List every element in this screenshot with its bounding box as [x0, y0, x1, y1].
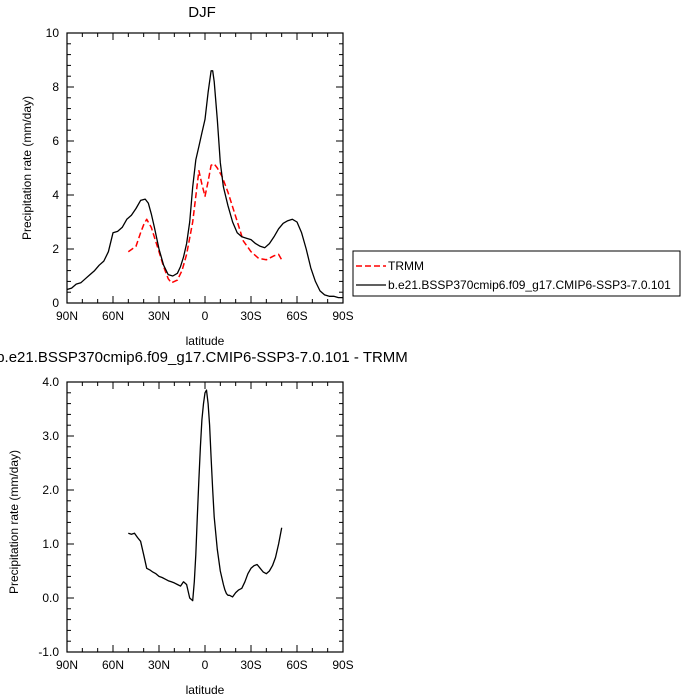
x-tick-label: 0 — [202, 658, 209, 672]
x-tick-label: 30S — [240, 658, 261, 672]
y-tick-label: 10 — [46, 26, 60, 40]
x-tick-label: 90S — [332, 309, 353, 323]
chart-panel-difference: b.e21.BSSP370cmip6.f09_g17.CMIP6-SSP3-7.… — [0, 349, 408, 697]
y-tick-label: 2 — [52, 242, 59, 256]
x-tick-label: 30S — [240, 309, 261, 323]
x-tick-label: 90N — [56, 658, 78, 672]
x-axis-label: latitude — [186, 683, 225, 697]
y-tick-label: 4 — [52, 188, 59, 202]
chart-title: b.e21.BSSP370cmip6.f09_g17.CMIP6-SSP3-7.… — [0, 349, 408, 366]
x-tick-label: 60S — [286, 309, 307, 323]
x-tick-label: 90S — [332, 658, 353, 672]
x-tick-label: 60N — [102, 658, 124, 672]
series-lines — [128, 389, 283, 602]
legend: TRMM b.e21.BSSP370cmip6.f09_g17.CMIP6-SS… — [352, 250, 681, 297]
axis-ticks: 90N 60N 30N 0 30S 60S 90S 0 2 4 6 8 10 — [46, 26, 354, 323]
x-tick-label: 0 — [202, 309, 209, 323]
plot-frame — [66, 32, 344, 304]
y-tick-label: 8 — [52, 80, 59, 94]
chart-title: DJF — [188, 4, 216, 21]
y-tick-label: 2.0 — [42, 483, 59, 497]
series-lines — [66, 70, 343, 299]
y-axis-label: Precipitation rate (mm/day) — [7, 450, 21, 594]
x-axis-label: latitude — [186, 334, 225, 348]
x-tick-label: 30N — [148, 309, 170, 323]
axis-ticks: 90N 60N 30N 0 30S 60S 90S -1.0 0.0 1.0 2.0 3.0 4.0 — [38, 375, 353, 672]
y-tick-label: 3.0 — [42, 429, 59, 443]
legend-label-model: b.e21.BSSP370cmip6.f09_g17.CMIP6-SSP3-7.… — [388, 278, 671, 292]
legend-label-trmm: TRMM — [388, 259, 424, 273]
plot-frame — [66, 381, 344, 653]
y-tick-label: 0 — [52, 296, 59, 310]
x-tick-label: 60S — [286, 658, 307, 672]
y-tick-label: -1.0 — [38, 645, 59, 659]
series-line-difference — [128, 389, 283, 602]
x-tick-label: 30N — [148, 658, 170, 672]
series-line-model — [66, 70, 343, 299]
x-tick-label: 60N — [102, 309, 124, 323]
x-tick-label: 90N — [56, 309, 78, 323]
y-tick-label: 4.0 — [42, 375, 59, 389]
y-tick-label: 1.0 — [42, 537, 59, 551]
y-tick-label: 0.0 — [42, 591, 59, 605]
legend-box — [352, 250, 681, 297]
series-line-trmm — [127, 163, 283, 284]
y-tick-label: 6 — [52, 134, 59, 148]
y-axis-label: Precipitation rate (mm/day) — [20, 96, 34, 240]
